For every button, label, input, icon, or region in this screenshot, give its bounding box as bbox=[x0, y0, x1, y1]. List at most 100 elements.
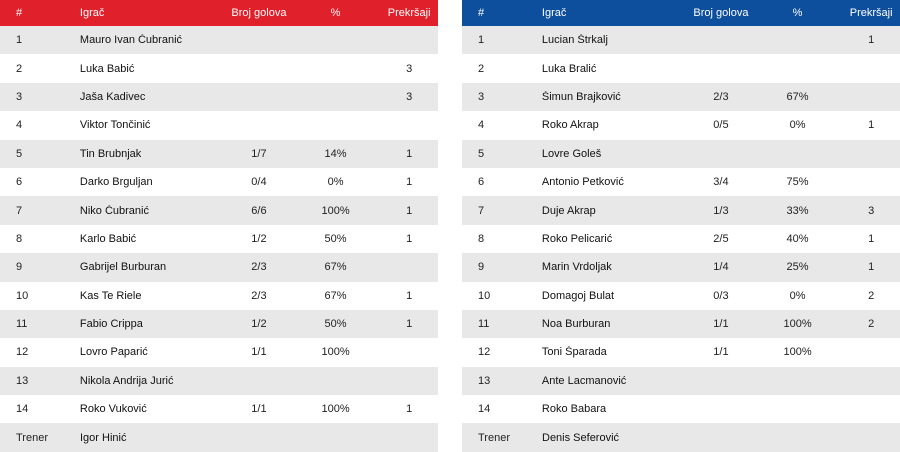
header-percent: % bbox=[330, 7, 341, 19]
header-percent: % bbox=[792, 7, 803, 19]
player-name: Antonio Petković bbox=[541, 176, 624, 189]
player-number: 9 bbox=[478, 261, 485, 274]
table-row: 7 Duje Akrap 1/3 33% 3 bbox=[462, 196, 900, 225]
table-row: 7 Niko Čubranić 6/6 100% 1 bbox=[0, 196, 438, 225]
table-row: 3 Jaša Kadivec 3 bbox=[0, 82, 438, 112]
header-fouls: Prekršaji bbox=[849, 7, 893, 19]
goals-value: 1/1 bbox=[713, 346, 729, 359]
player-number: 5 bbox=[16, 147, 23, 160]
header-goals: Broj golova bbox=[693, 7, 749, 19]
goals-value: 3/4 bbox=[713, 176, 729, 189]
fouls-value: 3 bbox=[406, 62, 413, 75]
table-row: 12 Lovro Paparić 1/1 100% bbox=[0, 338, 438, 367]
table-header: # Igrač Broj golova % Prekršaji bbox=[0, 0, 438, 26]
player-name: Nikola Andrija Jurić bbox=[79, 374, 174, 387]
goals-value: 6/6 bbox=[251, 204, 267, 217]
player-name: Domagoj Bulat bbox=[541, 289, 615, 302]
goals-value: 1/2 bbox=[251, 318, 267, 331]
player-name: Marin Vrdoljak bbox=[541, 261, 612, 274]
player-number: 13 bbox=[478, 374, 491, 387]
table-row: 9 Gabrijel Burburan 2/3 67% bbox=[0, 253, 438, 282]
table-row: 1 Lucian Štrkalj 1 bbox=[462, 26, 900, 55]
coach-name: Igor Hinić bbox=[80, 431, 127, 444]
percent-value: 25% bbox=[786, 261, 809, 274]
player-number: 9 bbox=[16, 261, 23, 274]
percent-value: 100% bbox=[321, 346, 350, 359]
fouls-value: 1 bbox=[406, 232, 413, 245]
table-row: 13 Nikola Andrija Jurić bbox=[0, 366, 438, 396]
player-number: 11 bbox=[478, 318, 490, 331]
player-name: Luka Babić bbox=[79, 62, 135, 75]
player-name: Kas Te Riele bbox=[79, 289, 142, 302]
percent-value: 40% bbox=[786, 232, 809, 245]
player-name: Jaša Kadivec bbox=[79, 90, 146, 103]
coach-name: Denis Seferović bbox=[542, 431, 620, 444]
player-name: Noa Burburan bbox=[541, 318, 611, 331]
player-number: 5 bbox=[478, 147, 485, 160]
goals-value: 0/3 bbox=[713, 289, 729, 302]
coach-row: Trener Denis Seferović bbox=[462, 423, 900, 452]
player-number: 14 bbox=[478, 403, 491, 416]
player-number: 7 bbox=[16, 204, 23, 217]
fouls-value: 1 bbox=[406, 204, 413, 217]
player-name: Roko Akrap bbox=[541, 119, 599, 132]
fouls-value: 1 bbox=[406, 403, 413, 416]
player-name: Roko Babara bbox=[541, 403, 607, 416]
goals-value: 1/3 bbox=[713, 204, 729, 217]
fouls-value: 1 bbox=[868, 34, 875, 47]
player-name: Niko Čubranić bbox=[79, 204, 149, 217]
header-player: Igrač bbox=[541, 7, 567, 19]
percent-value: 75% bbox=[786, 176, 809, 189]
goals-value: 1/1 bbox=[713, 318, 729, 331]
player-number: 14 bbox=[16, 403, 29, 416]
table-body: 1 Mauro Ivan Čubranić 2 Luka Babić 3 3 Jaša Ka… bbox=[0, 26, 438, 452]
table-row: 8 Roko Pelicarić 2/5 40% 1 bbox=[462, 224, 900, 254]
player-name: Darko Brguljan bbox=[79, 176, 153, 189]
player-name: Lovro Paparić bbox=[79, 346, 148, 359]
table-row: 14 Roko Babara bbox=[462, 395, 900, 424]
player-number: 4 bbox=[16, 119, 23, 132]
goals-value: 0/4 bbox=[251, 176, 267, 189]
coach-row: Trener Igor Hinić bbox=[0, 423, 438, 452]
percent-value: 33% bbox=[786, 204, 809, 217]
table-header: # Igrač Broj golova % Prekršaji bbox=[462, 0, 900, 26]
player-name: Duje Akrap bbox=[541, 204, 596, 217]
fouls-value: 1 bbox=[868, 261, 875, 274]
table-row: 9 Marin Vrdoljak 1/4 25% 1 bbox=[462, 253, 900, 282]
player-number: 6 bbox=[16, 176, 23, 189]
player-number: 11 bbox=[16, 318, 28, 331]
goals-value: 2/5 bbox=[713, 232, 729, 245]
percent-value: 0% bbox=[789, 119, 806, 132]
player-name: Roko Pelicarić bbox=[541, 232, 613, 245]
percent-value: 67% bbox=[324, 261, 347, 274]
goals-value: 2/3 bbox=[251, 261, 267, 274]
fouls-value: 2 bbox=[868, 318, 875, 331]
goals-value: 1/4 bbox=[713, 261, 729, 274]
goals-value: 0/5 bbox=[713, 119, 729, 132]
fouls-value: 3 bbox=[406, 90, 413, 103]
table-row: 8 Karlo Babić 1/2 50% 1 bbox=[0, 224, 438, 254]
table-row: 2 Luka Babić 3 bbox=[0, 54, 438, 83]
goals-value: 1/2 bbox=[251, 232, 267, 245]
header-fouls: Prekršaji bbox=[387, 7, 431, 19]
player-name: Fabio Crippa bbox=[79, 318, 143, 331]
header-goals: Broj golova bbox=[231, 7, 287, 19]
table-row: 5 Lovre Goleš bbox=[462, 139, 900, 168]
percent-value: 100% bbox=[321, 204, 350, 217]
percent-value: 100% bbox=[783, 318, 812, 331]
percent-value: 50% bbox=[324, 232, 347, 245]
header-number: # bbox=[16, 7, 23, 19]
player-name: Lovre Goleš bbox=[541, 147, 602, 160]
player-name: Viktor Tončinić bbox=[79, 119, 151, 132]
fouls-value: 1 bbox=[406, 318, 413, 331]
percent-value: 0% bbox=[327, 176, 344, 189]
percent-value: 14% bbox=[324, 147, 347, 160]
table-row: 10 Domagoj Bulat 0/3 0% 2 bbox=[462, 281, 900, 310]
table-row: 2 Luka Bralić bbox=[462, 54, 900, 83]
player-number: 3 bbox=[16, 90, 23, 103]
table-row: 4 Viktor Tončinić bbox=[0, 111, 438, 140]
home-team-table: # Igrač Broj golova % Prekršaji 1 Mauro I… bbox=[0, 0, 438, 452]
player-name: Mauro Ivan Čubranić bbox=[79, 34, 183, 47]
player-number: 1 bbox=[478, 34, 485, 47]
